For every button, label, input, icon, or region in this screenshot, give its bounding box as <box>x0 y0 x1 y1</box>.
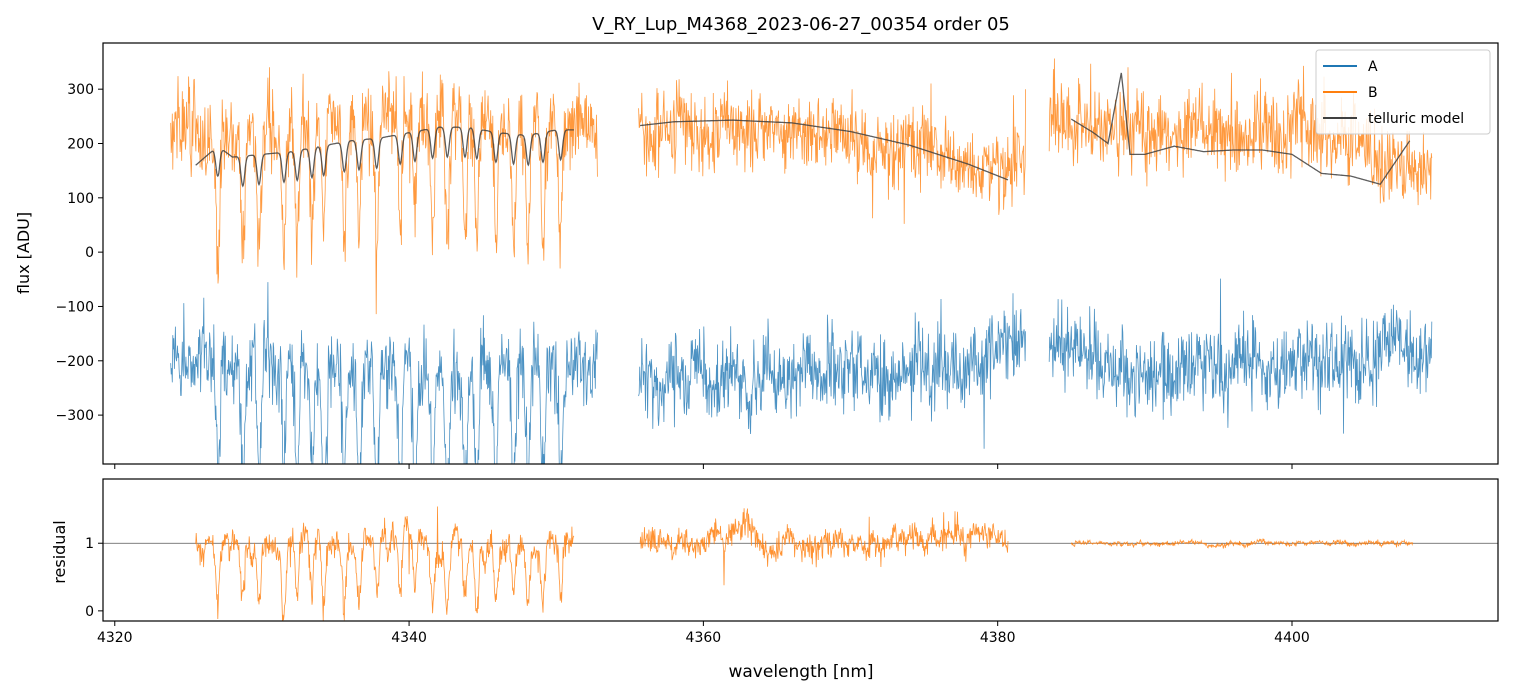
bottom-x-tick-label: 4380 <box>980 630 1016 646</box>
top-panel-frame <box>102 42 1499 465</box>
top-y-tick-label: 100 <box>67 191 94 207</box>
bottom-y-axis-label: residual <box>50 520 69 583</box>
legend: A B telluric model <box>1315 49 1491 135</box>
series-residual-segment-1 <box>195 506 575 621</box>
top-y-tick-label: −200 <box>56 354 94 370</box>
top-y-axis-label: flux [ADU] <box>14 212 33 294</box>
series-a-segment-3 <box>1048 278 1433 434</box>
series-a-segment-2 <box>638 293 1026 449</box>
series-b-segment-2 <box>638 79 1026 224</box>
top-y-tick-label: 0 <box>85 245 94 261</box>
bottom-panel-frame <box>102 478 1499 622</box>
top-y-tick-label: 300 <box>67 82 94 98</box>
bottom-x-tick-label: 4400 <box>1274 630 1310 646</box>
series-telluric-model-segment-2 <box>639 119 1009 181</box>
top-panel-x-axis <box>114 464 1293 469</box>
bottom-panel-y-axis: 01 <box>85 536 103 620</box>
chart-title: V_RY_Lup_M4368_2023-06-27_00354 order 05 <box>592 14 1010 35</box>
top-panel-y-axis: −300 −200 −100 0 100 200 300 <box>56 82 103 424</box>
series-a-segment-1 <box>170 282 598 464</box>
series-residual-segment-3 <box>1070 538 1414 549</box>
series-telluric-model-segment-3 <box>1070 72 1411 185</box>
bottom-x-tick-label: 4320 <box>97 630 133 646</box>
series-residual-segment-2 <box>639 508 1009 586</box>
bottom-x-tick-label: 4340 <box>391 630 427 646</box>
legend-label-b: B <box>1368 85 1378 101</box>
top-y-tick-label: 200 <box>67 136 94 152</box>
legend-label-telluric: telluric model <box>1368 111 1464 127</box>
top-y-tick-label: −300 <box>56 408 94 424</box>
series-b-segment-1 <box>170 67 598 315</box>
bottom-panel-plot-area <box>103 506 1498 621</box>
bottom-x-tick-label: 4360 <box>686 630 722 646</box>
bottom-y-tick-label: 1 <box>85 536 94 552</box>
bottom-panel-x-axis: 4320 4340 4360 4380 4400 <box>97 621 1310 646</box>
legend-box <box>1315 49 1491 135</box>
bottom-y-tick-label: 0 <box>85 604 94 620</box>
x-axis-label: wavelength [nm] <box>728 662 873 682</box>
legend-label-a: A <box>1368 59 1378 75</box>
series-telluric-model-segment-1 <box>195 126 574 188</box>
top-y-tick-label: −100 <box>56 299 94 315</box>
